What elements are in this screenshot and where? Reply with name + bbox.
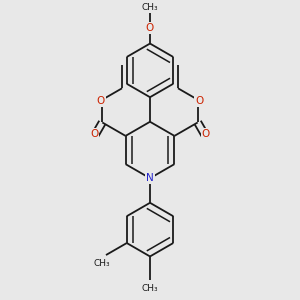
- Text: N: N: [146, 173, 154, 183]
- Text: O: O: [97, 96, 105, 106]
- Text: O: O: [90, 129, 98, 139]
- Text: O: O: [195, 96, 203, 106]
- Text: CH₃: CH₃: [142, 284, 158, 293]
- Text: CH₃: CH₃: [142, 3, 158, 12]
- Text: O: O: [202, 129, 210, 139]
- Text: CH₃: CH₃: [93, 259, 110, 268]
- Text: O: O: [146, 23, 154, 33]
